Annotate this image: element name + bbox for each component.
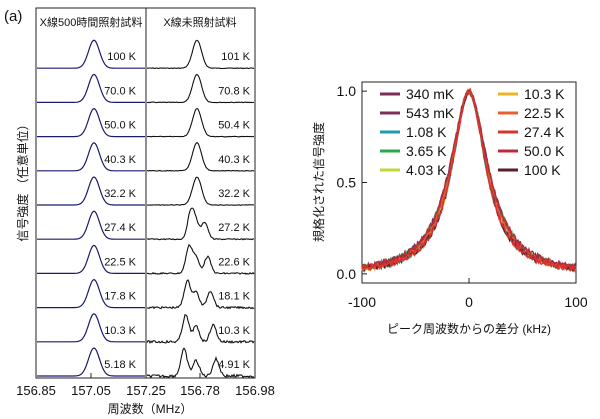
- panel-label: (a): [4, 8, 22, 25]
- legend-label: 22.5 K: [524, 105, 565, 121]
- temperature-label: 27.2 K: [218, 222, 250, 234]
- temperature-label: 5.18 K: [104, 359, 136, 371]
- legend-label: 100 K: [524, 162, 561, 178]
- unirradiated-trace: [146, 73, 255, 104]
- temperature-label: 18.1 K: [218, 291, 250, 303]
- irradiated-trace: [37, 176, 145, 206]
- left-y-axis-label: 信号強度 （任意単位）: [15, 118, 30, 241]
- irradiated-trace: [37, 244, 145, 274]
- right-normalized-chart: 0.0 0.5 1.0 -100 0 100 340 mK 543 mK 1.08 K 3.65…: [311, 81, 588, 336]
- legend-label: 27.4 K: [524, 124, 565, 140]
- temperature-label: 10.3 K: [218, 325, 250, 337]
- unirradiated-trace: [146, 207, 254, 241]
- right-series-lines: [361, 87, 577, 274]
- x-tick-label: -100: [348, 294, 376, 310]
- irradiated-trace: [37, 347, 145, 377]
- series-line-7: [361, 87, 577, 272]
- legend-label: 3.65 K: [406, 143, 447, 159]
- right-legend: 340 mK 543 mK 1.08 K 3.65 K 4.03 K 10.3 K 22.5…: [380, 86, 565, 178]
- temperature-label: 40.3 K: [218, 154, 250, 166]
- x-tick-label: 156.85: [16, 383, 56, 398]
- temperature-label: 50.4 K: [218, 120, 250, 132]
- unirradiated-trace: [146, 176, 255, 206]
- x-tick-label: 100: [564, 294, 588, 310]
- temperature-label: 4.91 K: [218, 359, 250, 371]
- x-tick-label: 157.05: [71, 383, 111, 398]
- irradiated-trace: [37, 313, 145, 343]
- temperature-label: 70.8 K: [218, 85, 250, 97]
- irradiated-trace: [37, 210, 145, 240]
- temperature-label: 40.3 K: [104, 154, 136, 166]
- unirradiated-trace: [146, 141, 255, 172]
- right-x-axis-label: ピーク周波数からの差分 (kHz): [387, 321, 551, 336]
- unirradiated-trace: [146, 313, 255, 344]
- irradiated-trace: [37, 73, 145, 103]
- temperature-label: 100 K: [107, 51, 136, 63]
- y-tick-label: 0.5: [337, 175, 357, 191]
- unirradiated-trace: [146, 243, 255, 275]
- temperature-label: 17.8 K: [104, 291, 136, 303]
- subplot-title-irradiated: X線500時間照射試料: [40, 15, 143, 29]
- legend-label: 10.3 K: [524, 86, 565, 102]
- right-axis-ticks: 0.0 0.5 1.0 -100 0 100: [337, 83, 588, 310]
- x-tick-label: 157.25: [126, 383, 166, 398]
- unirradiated-traces: 101 K 70.8 K 50.4 K 40.3 K 32.2 K 27.2 K 22.6 …: [146, 39, 255, 379]
- temperature-label: 101 K: [221, 51, 250, 63]
- temperature-label: 27.4 K: [104, 222, 136, 234]
- irradiated-traces: 100 K 70.0 K 50.0 K 40.3 K 32.2 K 27.4 K 22.5 …: [37, 39, 145, 377]
- y-tick-label: 1.0: [337, 83, 357, 99]
- legend-label: 50.0 K: [524, 143, 565, 159]
- right-y-axis-label: 規格化された信号強度: [311, 122, 326, 242]
- irradiated-trace: [37, 107, 145, 138]
- temperature-label: 32.2 K: [218, 188, 250, 200]
- legend-label: 1.08 K: [406, 124, 447, 140]
- legend-label: 543 mK: [406, 105, 455, 121]
- irradiated-trace: [37, 142, 145, 172]
- temperature-label: 32.2 K: [104, 188, 136, 200]
- x-tick-label: 156.98: [235, 383, 275, 398]
- irradiated-trace: [37, 278, 145, 309]
- temperature-label: 50.0 K: [104, 120, 136, 132]
- x-tick-label: 156.78: [180, 383, 220, 398]
- temperature-label: 22.6 K: [218, 256, 250, 268]
- unirradiated-trace: [146, 347, 255, 379]
- irradiated-trace: [37, 39, 145, 69]
- unirradiated-trace: [146, 107, 255, 138]
- legend-label: 340 mK: [406, 86, 455, 102]
- temperature-label: 22.5 K: [104, 256, 136, 268]
- temperature-label: 70.0 K: [104, 85, 136, 97]
- unirradiated-trace: [146, 279, 255, 310]
- x-tick-label: 0: [465, 294, 473, 310]
- legend-label: 4.03 K: [406, 162, 447, 178]
- left-stacked-chart: X線500時間照射試料 X線未照射試料 100 K 70.0 K 50.0 K 40.…: [15, 7, 275, 416]
- unirradiated-trace: [147, 39, 254, 70]
- temperature-label: 10.3 K: [104, 325, 136, 337]
- subplot-title-unirradiated: X線未照射試料: [163, 15, 236, 29]
- left-x-axis-label: 周波数（MHz）: [108, 401, 193, 416]
- y-tick-label: 0.0: [337, 266, 357, 282]
